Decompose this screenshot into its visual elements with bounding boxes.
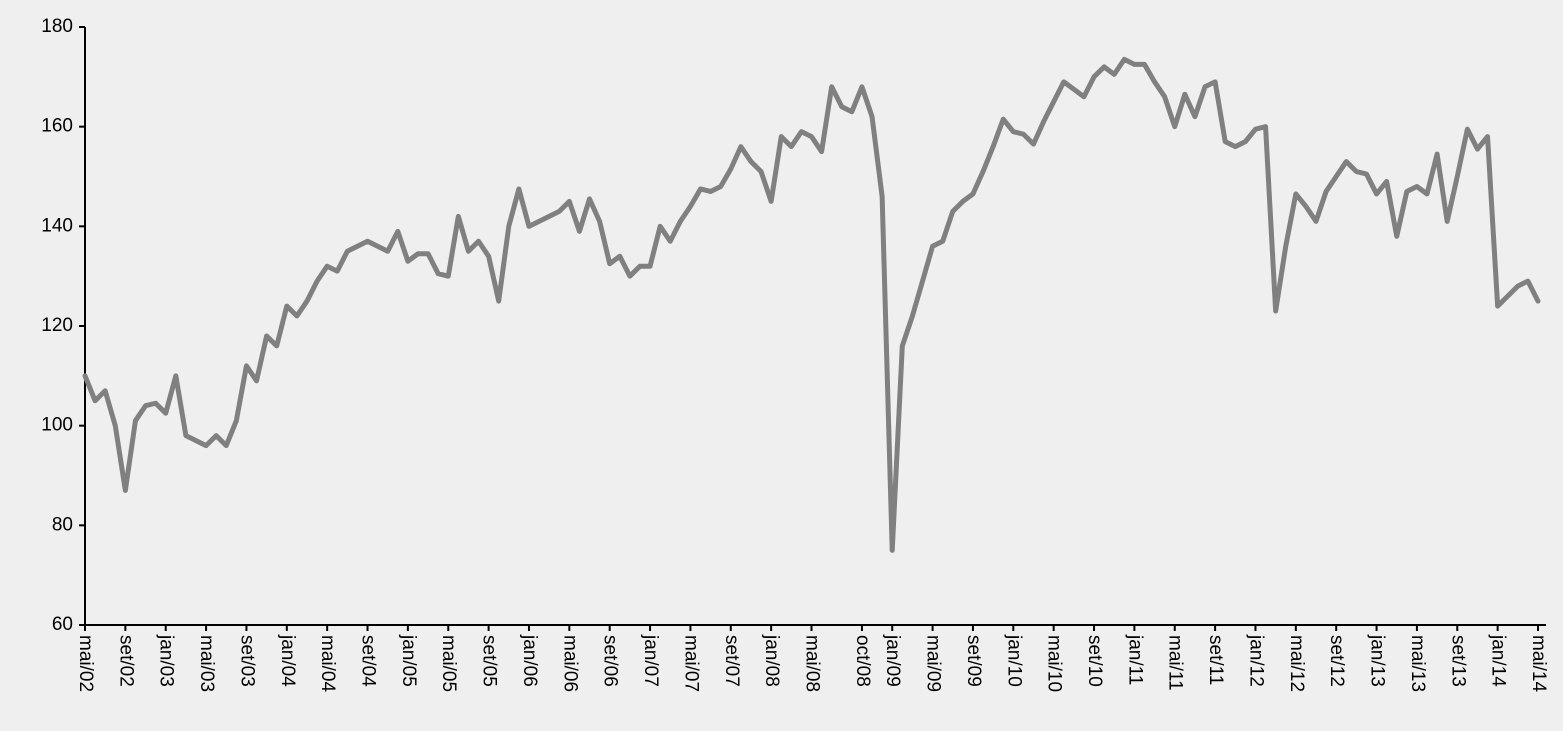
x-tick-label: jan/14	[1488, 634, 1509, 687]
x-tick-label: mai/10	[1044, 635, 1065, 692]
x-tick-label: set/13	[1447, 635, 1468, 687]
x-tick-label: jan/10	[1003, 634, 1024, 687]
x-tick-label: jan/05	[398, 634, 419, 687]
data-line	[82, 56, 1541, 553]
x-tick-label: mai/02	[75, 635, 96, 692]
x-tick-label: mai/09	[923, 635, 944, 692]
x-tick-label: set/04	[358, 635, 379, 687]
x-tick-label: set/10	[1084, 635, 1105, 687]
x-tick-label: mai/05	[438, 635, 459, 692]
x-tick-label: jan/03	[156, 634, 177, 687]
x-tick-label: jan/13	[1367, 634, 1388, 687]
x-tick-label: set/12	[1326, 635, 1347, 687]
x-tick-label: mai/03	[196, 635, 217, 692]
x-tick-label: mai/06	[559, 635, 580, 692]
x-tick-label: mai/07	[680, 635, 701, 692]
x-tick-label: mai/04	[317, 635, 338, 692]
x-tick-label: set/09	[963, 635, 984, 687]
x-tick-label: mai/08	[801, 635, 822, 692]
x-tick-label: set/05	[479, 635, 500, 687]
x-tick-label: mai/13	[1407, 635, 1428, 692]
x-tick-label: mai/11	[1165, 635, 1186, 691]
x-tick-label: jan/04	[277, 634, 298, 687]
y-tick-label: 80	[52, 514, 73, 535]
y-tick-label: 120	[41, 315, 73, 336]
x-tick-label: jan/08	[761, 634, 782, 687]
x-tick-label: oct/08	[852, 635, 873, 687]
x-tick-label: set/06	[600, 635, 621, 687]
y-tick-label: 160	[41, 116, 73, 137]
y-tick-label: 180	[41, 16, 73, 37]
x-tick-label: jan/12	[1245, 634, 1266, 687]
x-tick-label: jan/07	[640, 634, 661, 687]
x-tick-label: mai/12	[1286, 635, 1307, 692]
x-tick-label: set/07	[721, 635, 742, 687]
y-tick-label: 60	[52, 614, 73, 635]
x-tick-label: jan/06	[519, 634, 540, 687]
x-tick-label: mai/14	[1528, 635, 1549, 692]
x-tick-label: set/03	[236, 635, 257, 687]
x-tick-label: set/02	[115, 635, 136, 687]
y-tick-label: 140	[41, 215, 73, 236]
x-tick-label: jan/11	[1124, 634, 1145, 685]
x-tick-label: jan/09	[882, 634, 903, 687]
y-tick-label: 100	[41, 415, 73, 436]
x-tick-label: set/11	[1205, 635, 1226, 685]
